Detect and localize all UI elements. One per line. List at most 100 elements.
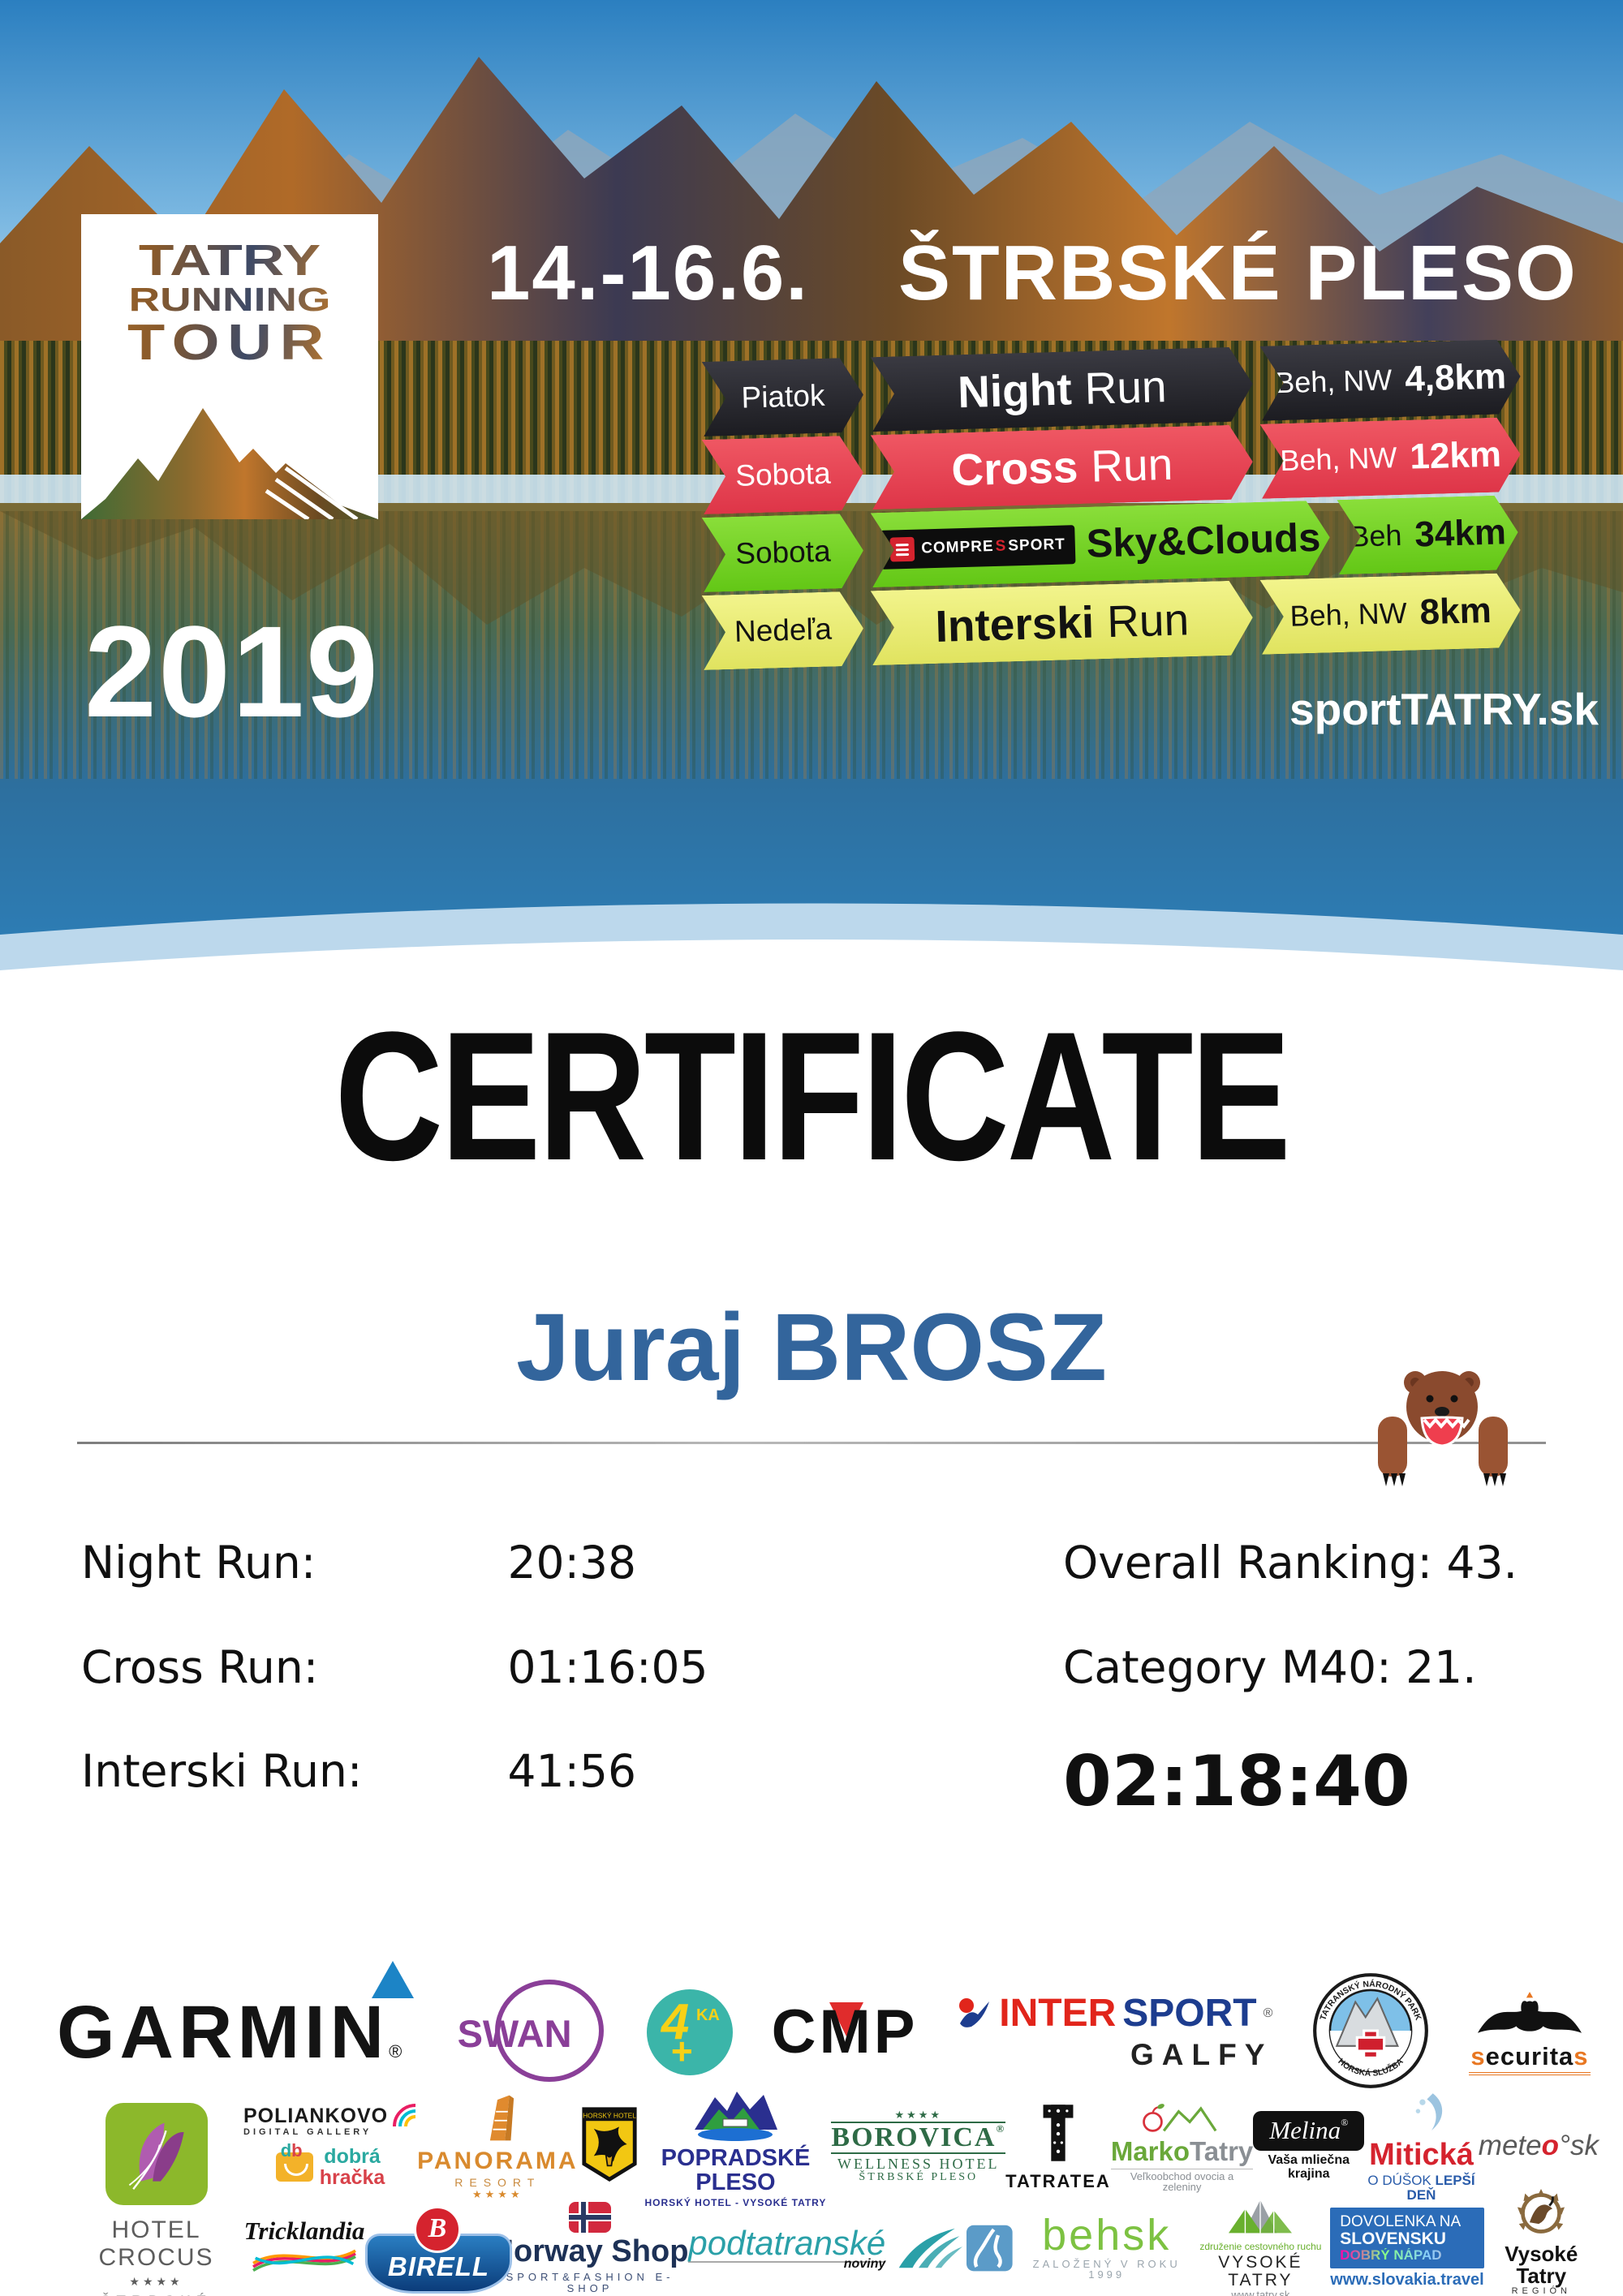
results-list: Night Run: 20:38 Cross Run: 01:16:05 Int… <box>81 1538 708 1851</box>
event-location: ŠTRBSKÉ PLESO <box>898 230 1578 316</box>
result-row: Cross Run: 01:16:05 <box>81 1640 708 1693</box>
intersport-icon <box>959 1997 990 2027</box>
garmin-triangle-icon <box>372 1960 414 1998</box>
race-detail: Beh, NW <box>1289 595 1408 633</box>
website-url: sportTATRY.sk <box>1289 684 1599 734</box>
poliankovo-logo: POLIANKOVO DIGITAL GALLERY <box>243 2104 417 2138</box>
vysoke-tatry-association-logo: združenie cestovného ruchu VYSOKÉ TATRY … <box>1190 2195 1330 2296</box>
result-label: Interski Run: <box>81 1745 363 1797</box>
tatratea-logo: TATRATEA <box>1005 2102 1111 2191</box>
podtatranske-fan-icon <box>898 2228 963 2268</box>
logo-year: 2019 <box>84 599 380 744</box>
result-label: Night Run: <box>81 1537 316 1589</box>
ranking-row: Category M40: 21. <box>1063 1640 1518 1693</box>
race-day: Nedeľa <box>702 591 864 669</box>
race-title-bold: Interski <box>934 596 1096 651</box>
total-time: 02:18:40 <box>1063 1741 1410 1822</box>
result-value: 41:56 <box>507 1745 636 1797</box>
ranking-value: 21. <box>1406 1640 1477 1693</box>
securitas-eagle-icon <box>1477 1991 1582 2033</box>
race-day: Piatok <box>702 357 864 436</box>
marko-tatry-logo: MarkoTatry Veľkoobchod ovocia a zeleniny <box>1110 2100 1254 2193</box>
slovakia-travel-logo: DOVOLENKA NA SLOVENSKU DOBRÝ NÁPAD www.s… <box>1330 2207 1484 2290</box>
poliankovo-dobra-stack: POLIANKOVO DIGITAL GALLERY db dobrá hrač… <box>243 2104 417 2189</box>
tricklandia-logo: Tricklandia <box>243 2218 365 2277</box>
crocus-name: HOTEL CROCUS <box>98 2216 214 2271</box>
race-distance-seg: Beh, NW 4,8km <box>1259 339 1521 421</box>
runner-name: Juraj BROSZ <box>516 1294 1107 1401</box>
logo-line-1: TATRY <box>81 238 378 283</box>
tanap-mountain-rescue-badge: TATRANSKÝ NÁRODNÝ PARK HORSKÁ SLUŽBA <box>1311 1971 1430 2094</box>
race-distance: 12km <box>1409 434 1502 477</box>
ranking-label: Overall Ranking: <box>1063 1537 1433 1589</box>
rankings-list: Overall Ranking: 43. Category M40: 21. 0… <box>1063 1538 1518 1817</box>
race-name: Cross Run <box>871 424 1254 510</box>
race-name: COMPRESSPORT Sky&Clouds <box>871 500 1331 587</box>
event-header: 14.-16.6. ŠTRBSKÉ PLESO <box>487 229 1599 318</box>
norway-flag-icon <box>569 2202 612 2234</box>
swan-circle-icon <box>495 1980 605 2082</box>
tanap-badge-icon: TATRANSKÝ NÁRODNÝ PARK HORSKÁ SLUŽBA <box>1313 1972 1429 2088</box>
sponsor-row-3: Tricklandia B BIRELL Norway Shop SPORT&F… <box>243 2188 1599 2296</box>
cmp-m-red-triangle: M <box>819 1997 874 2067</box>
norway-shop-logo: Norway Shop SPORT&FASHION E-SHOP <box>492 2202 688 2294</box>
race-distance-seg: Beh 34km <box>1337 495 1518 574</box>
race-name: Night Run <box>871 346 1254 432</box>
intersport-galfy-logo: INTER SPORT ® GALFY <box>957 1993 1272 2070</box>
crocus-subtitle: ŠTRBSKÉ PLESO <box>69 2294 243 2296</box>
result-value: 20:38 <box>507 1537 636 1589</box>
horsky-hotel-crest-icon: HORSKÝ HOTEL <box>581 2107 637 2182</box>
horsky-hotel-crest: HORSKÝ HOTEL <box>579 2105 640 2187</box>
logo-line-2: RUNNING <box>81 282 378 317</box>
tatry-running-tour-logo: TATRY RUNNING TOUR <box>81 214 378 519</box>
securitas-logo: securitas <box>1468 1989 1591 2076</box>
dovolenka-banner: DOVOLENKA NA SLOVENSKU DOBRÝ NÁPAD <box>1330 2207 1484 2269</box>
race-title-bold: Night <box>957 363 1073 418</box>
crocus-flower-icon <box>105 2103 208 2205</box>
race-distance: 4,8km <box>1404 356 1507 399</box>
crocus-stars: ★★★★ <box>129 2275 183 2288</box>
logo-line-3: TOUR <box>81 317 378 368</box>
race-day: Sobota <box>702 435 864 514</box>
ranking-value: 43. <box>1446 1537 1518 1589</box>
divider-line <box>77 1442 1546 1444</box>
podtatranske-noviny-logo: podtatranské noviny <box>688 2225 966 2272</box>
logo-mountains-icon <box>81 408 378 519</box>
race-title-bold: Sky&Clouds <box>1086 515 1322 566</box>
behsk-runner-icon <box>966 2225 1013 2272</box>
popradske-mountains-icon <box>695 2091 778 2141</box>
race-title-light: Run <box>1090 438 1174 492</box>
race-distance: 34km <box>1414 512 1507 555</box>
swan-logo: SWAN <box>446 1980 608 2085</box>
race-detail: Beh <box>1349 518 1402 553</box>
marko-apple-mountain-icon <box>1142 2104 1216 2132</box>
sponsor-row-2: POLIANKOVO DIGITAL GALLERY db dobrá hrač… <box>243 2091 1599 2208</box>
behsk-logo: behsk ZALOŽENÝ V ROKU 1999 <box>966 2213 1190 2281</box>
panorama-resort-logo: PANORAMA RESORT ★★★★ <box>417 2092 578 2200</box>
chamois-emblem-icon <box>1518 2188 1565 2234</box>
melina-logo: Melina® Vaša mliečna krajina <box>1253 2111 1365 2181</box>
meteo-sk-logo: meteo°sk <box>1478 2130 1599 2162</box>
dobra-hracka-icon: db <box>275 2141 313 2182</box>
popradske-pleso-logo: POPRADSKÉ PLESO HORSKÝ HOTEL - VYSOKÉ TA… <box>640 2085 832 2208</box>
ranking-row: Overall Ranking: 43. <box>1063 1538 1518 1588</box>
vysoke-tatry-region-logo: Vysoké Tatry REGIÓN www.regiontatry.sk <box>1484 2188 1599 2296</box>
race-title-light: Run <box>1083 361 1168 414</box>
race-name: Interski Run <box>871 580 1254 665</box>
race-day: Sobota <box>702 513 864 591</box>
compressport-text: COMPRESSPORT <box>920 535 1066 557</box>
race-detail: Beh, NW <box>1274 363 1393 400</box>
tricklandia-ribbon-icon <box>252 2249 356 2272</box>
hotel-crocus-logo: HOTEL CROCUS ★★★★ ŠTRBSKÉ PLESO <box>69 2103 243 2296</box>
cmp-logo: CMP <box>771 1997 919 2067</box>
poliankovo-arcs-icon <box>393 2104 416 2127</box>
tatry-mountains-icon <box>1229 2200 1293 2234</box>
sponsor-row-1: GARMIN® SWAN 4 + KA CMP INTER SPORT ® GAL <box>57 1960 1591 2101</box>
result-label: Cross Run: <box>81 1640 319 1693</box>
race-detail: Beh, NW <box>1279 441 1397 478</box>
event-date: 14.-16.6. <box>487 230 809 316</box>
borovica-hotel-logo: ★★★★ BOROVICA® WELLNESS HOTEL ŠTRBSKÉ PL… <box>831 2108 1006 2183</box>
compressport-logo: COMPRESSPORT <box>880 525 1076 570</box>
compressport-icon <box>890 537 915 562</box>
